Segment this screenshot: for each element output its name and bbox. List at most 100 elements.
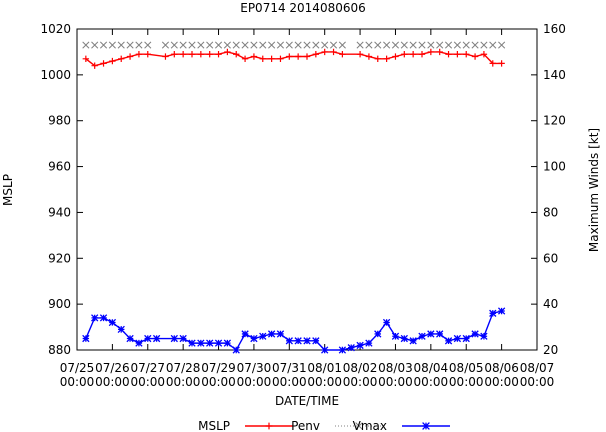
cross-marker xyxy=(108,41,116,49)
star-marker xyxy=(365,339,373,347)
star-marker xyxy=(214,339,223,347)
plus-marker xyxy=(498,60,505,67)
cross-marker xyxy=(409,41,417,49)
cross-marker xyxy=(303,41,311,49)
cross-marker xyxy=(117,41,125,49)
cross-marker xyxy=(144,41,152,49)
plus-marker xyxy=(392,53,399,60)
cross-marker xyxy=(444,41,453,49)
right-y-axis: 20 40 60 80 100 120 140 160 xyxy=(531,22,566,357)
cross-marker xyxy=(276,41,285,49)
star-marker xyxy=(170,334,178,343)
cross-marker xyxy=(338,41,346,49)
y-right-tick-label: 40 xyxy=(543,297,558,311)
x-tick-label-date: 08/06 xyxy=(484,361,519,375)
cross-marker xyxy=(250,41,258,49)
plus-marker xyxy=(162,53,169,60)
x-tick-label-date: 07/29 xyxy=(201,361,236,375)
cross-marker xyxy=(161,41,170,49)
x-tick-label-date: 08/02 xyxy=(343,361,378,375)
cross-marker xyxy=(400,41,408,49)
x-tick-label-date: 07/25 xyxy=(60,361,95,375)
star-marker xyxy=(436,330,444,338)
x-tick-label-time: 00:00 xyxy=(201,375,236,389)
cross-marker xyxy=(285,41,293,49)
star-marker xyxy=(259,332,267,340)
plus-marker xyxy=(489,60,496,67)
x-tick-label-time: 00:00 xyxy=(449,375,484,389)
star-marker xyxy=(223,339,232,347)
y-right-tick-label: 140 xyxy=(543,68,566,82)
legend-label-penv: Penv xyxy=(291,419,320,432)
x-tick-label-time: 00:00 xyxy=(484,375,519,389)
star-marker xyxy=(135,339,143,347)
cross-marker xyxy=(383,41,391,49)
star-marker xyxy=(374,330,382,338)
plus-marker xyxy=(471,53,479,60)
cross-marker xyxy=(170,41,178,49)
y-axis-label-right: Maximum Winds [kt] xyxy=(587,128,601,252)
x-tick-label-date: 08/04 xyxy=(414,361,449,375)
plus-marker xyxy=(418,51,426,58)
y-right-tick-label: 160 xyxy=(543,22,566,36)
plus-marker xyxy=(374,55,381,63)
star-marker xyxy=(99,314,108,322)
y-left-tick-label: 960 xyxy=(48,160,71,174)
cross-marker xyxy=(214,41,223,49)
star-marker xyxy=(409,337,417,345)
x-tick-label-time: 00:00 xyxy=(307,375,342,389)
star-marker xyxy=(356,341,364,350)
plus-marker xyxy=(179,51,187,58)
cross-marker xyxy=(462,41,470,49)
series-vmax xyxy=(82,307,506,354)
series-layer xyxy=(82,41,506,354)
plus-marker xyxy=(144,51,151,58)
plus-marker xyxy=(215,51,222,58)
star-marker xyxy=(400,334,408,343)
star-marker xyxy=(91,314,99,322)
cross-marker xyxy=(206,41,214,49)
y-axis-label-left: MSLP xyxy=(1,174,15,206)
left-y-axis: 880 900 920 940 960 980 1000 1020 xyxy=(40,22,83,357)
cross-marker xyxy=(365,41,373,49)
x-tick-label-date: 07/28 xyxy=(166,361,201,375)
cross-marker xyxy=(356,41,364,49)
x-tick-label-time: 00:00 xyxy=(272,375,307,389)
cross-marker xyxy=(312,41,320,49)
plus-marker xyxy=(365,53,373,60)
cross-marker xyxy=(498,41,506,49)
cross-marker xyxy=(427,41,435,49)
star-marker xyxy=(338,346,347,354)
plus-marker xyxy=(109,57,116,65)
plus-marker xyxy=(356,51,364,58)
plus-marker xyxy=(454,51,461,58)
legend-label-mslp: MSLP xyxy=(198,419,230,432)
star-marker xyxy=(462,334,470,343)
plus-marker xyxy=(250,53,258,60)
star-marker xyxy=(197,339,205,347)
x-tick-label-date: 07/30 xyxy=(237,361,272,375)
star-marker xyxy=(126,334,134,343)
y-left-tick-label: 920 xyxy=(48,251,71,265)
cross-marker xyxy=(374,41,382,49)
star-marker xyxy=(152,334,161,343)
y-left-tick-label: 980 xyxy=(48,114,71,128)
plus-marker xyxy=(206,51,213,58)
star-marker xyxy=(418,332,426,340)
legend-label-vmax: Vmax xyxy=(353,419,387,432)
star-marker xyxy=(303,337,311,345)
x-axis-label: DATE/TIME xyxy=(275,394,339,408)
y-right-tick-label: 100 xyxy=(543,160,566,174)
series-line-mslp xyxy=(85,51,502,67)
plus-marker xyxy=(330,48,337,56)
star-marker xyxy=(497,307,506,315)
star-marker xyxy=(179,334,187,343)
cross-marker xyxy=(294,41,302,49)
x-tick-label-date: 08/07 xyxy=(520,361,555,375)
x-tick-label-date: 07/26 xyxy=(95,361,130,375)
cross-marker xyxy=(329,41,338,49)
star-marker xyxy=(285,337,293,345)
y-left-tick-label: 880 xyxy=(48,343,71,357)
cross-marker xyxy=(391,41,400,49)
